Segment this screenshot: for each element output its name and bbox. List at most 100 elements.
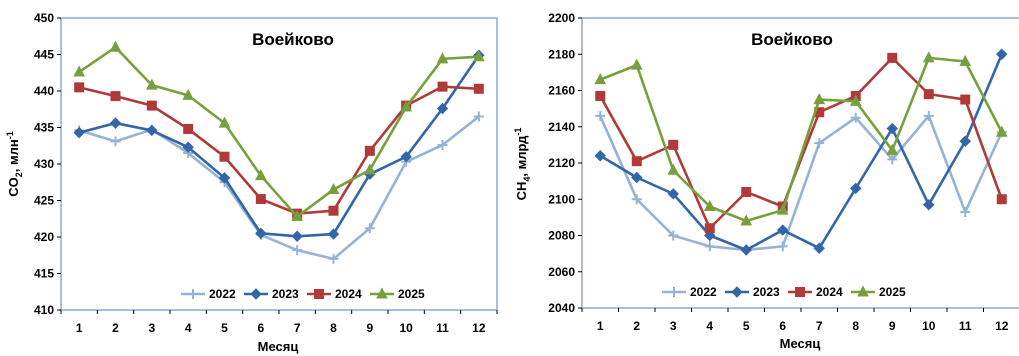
- data-point-2024: [110, 91, 121, 102]
- legend-marker: [376, 287, 388, 299]
- data-point-2023: [777, 224, 789, 236]
- data-point-2025: [291, 209, 303, 222]
- y-axis-label-unit: , млн: [6, 139, 21, 172]
- data-point-2023: [218, 172, 231, 184]
- data-point-2024: [183, 123, 194, 134]
- data-point-2025: [146, 78, 158, 90]
- data-point-2022: [328, 253, 339, 264]
- data-point-2025: [73, 65, 85, 77]
- data-point-2023: [255, 227, 267, 240]
- legend-label: 2024: [335, 287, 362, 301]
- data-point-2025: [922, 51, 935, 63]
- x-tick-label: 4: [706, 319, 713, 333]
- series-line-2024: [78, 85, 479, 215]
- series-line-2024: [599, 56, 1003, 230]
- data-point-2025: [813, 92, 826, 105]
- data-point-2022: [704, 241, 715, 252]
- data-point-2025: [630, 58, 643, 70]
- data-point-2023: [327, 228, 340, 240]
- series-line-2022: [78, 115, 480, 261]
- data-point-2023: [850, 182, 862, 195]
- data-point-2023: [886, 122, 898, 135]
- x-tick-label: 5: [743, 319, 750, 333]
- y-tick-label: 2060: [548, 265, 575, 279]
- data-point-2025: [594, 73, 607, 85]
- x-tick-label: 10: [922, 319, 936, 333]
- x-tick-label: 3: [670, 319, 677, 333]
- data-point-2022: [473, 111, 484, 122]
- series-line-2023: [599, 53, 1003, 252]
- legend-item-2024: 2024: [307, 287, 362, 301]
- y-axis-label: CH4, млрд-1: [513, 128, 532, 201]
- data-point-2024: [473, 83, 484, 94]
- data-point-2023: [291, 230, 303, 242]
- data-point-2025: [218, 116, 231, 128]
- x-tick-label: 10: [399, 321, 413, 335]
- data-point-2024: [437, 81, 448, 92]
- data-point-2024: [328, 205, 339, 216]
- data-point-2023: [109, 117, 122, 129]
- data-point-2025: [776, 203, 789, 215]
- data-point-2024: [741, 187, 752, 197]
- data-point-2024: [923, 89, 934, 100]
- data-point-2023: [146, 124, 158, 137]
- legend-label: 2022: [690, 285, 717, 299]
- data-point-2024: [146, 100, 157, 111]
- data-point-2022: [960, 206, 971, 217]
- legend-marker: [795, 287, 805, 297]
- y-tick-label: 2120: [548, 156, 575, 170]
- data-point-2023: [594, 150, 606, 162]
- data-point-2024: [74, 82, 85, 93]
- series-line-2022: [599, 114, 1003, 252]
- y-axis-label-superscript: -1: [5, 131, 15, 139]
- y-tick-label: 2040: [548, 301, 575, 315]
- data-point-2023: [436, 102, 449, 115]
- legend-label: 2025: [398, 287, 425, 301]
- legend-item-2024: 2024: [788, 285, 843, 299]
- x-tick-label: 9: [366, 321, 373, 335]
- series-2023: [73, 49, 485, 242]
- y-axis-label-main: CO: [6, 177, 21, 197]
- x-tick-label: 4: [185, 321, 192, 335]
- data-point-2023: [923, 198, 935, 211]
- chart-title: Воейково: [252, 30, 334, 49]
- legend-marker: [857, 285, 869, 297]
- legend-marker: [731, 286, 743, 298]
- data-point-2025: [473, 50, 485, 62]
- y-axis-label-unit: , млрд: [514, 135, 529, 177]
- legend: 2022 2023 2024 2025: [181, 287, 425, 301]
- y-axis-label: CO2, млн-1: [5, 131, 24, 196]
- data-point-2025: [255, 169, 267, 181]
- legend-label: 2024: [816, 285, 843, 299]
- data-point-2023: [740, 244, 752, 256]
- data-point-2023: [813, 242, 825, 254]
- y-axis-label-subscript: 2: [14, 172, 24, 177]
- legend-item-2025: 2025: [370, 287, 425, 301]
- data-point-2025: [703, 199, 716, 211]
- y-tick-label: 2100: [548, 192, 575, 206]
- data-point-2023: [959, 135, 971, 147]
- x-tick-label: 12: [995, 319, 1009, 333]
- legend: 2022 2023 2024 2025: [662, 285, 906, 299]
- x-tick-label: 12: [472, 321, 486, 335]
- series-2025: [73, 40, 485, 222]
- x-tick-label: 5: [221, 321, 228, 335]
- x-tick-label: 1: [597, 319, 604, 333]
- x-tick-label: 6: [257, 321, 264, 335]
- series-2023: [594, 48, 1008, 256]
- x-tick-label: 11: [436, 321, 449, 335]
- legend-item-2022: 2022: [181, 287, 236, 301]
- legend-label: 2023: [272, 287, 299, 301]
- data-point-2023: [182, 141, 194, 153]
- y-tick-label: 2080: [548, 229, 575, 243]
- legend-marker: [250, 288, 262, 300]
- y-axis-label-superscript: -1: [513, 128, 523, 136]
- x-tick-label: 3: [148, 321, 155, 335]
- data-point-2024: [255, 194, 266, 205]
- y-tick-label: 410: [34, 303, 54, 317]
- data-point-2022: [437, 140, 448, 151]
- series-2025: [594, 51, 1008, 226]
